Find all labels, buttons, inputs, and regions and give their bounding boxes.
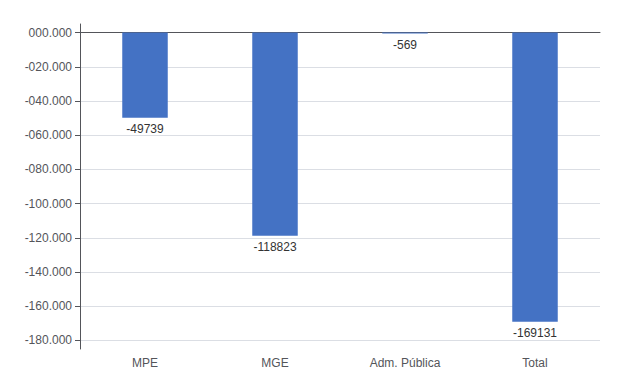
svg-text:-118823: -118823 (253, 240, 296, 254)
svg-text:MGE: MGE (261, 356, 288, 370)
svg-text:-040.000: -040.000 (25, 94, 73, 108)
svg-text:-49739: -49739 (126, 122, 164, 136)
svg-text:MPE: MPE (132, 356, 158, 370)
svg-text:Total: Total (522, 356, 547, 370)
svg-text:000.000: 000.000 (29, 26, 73, 40)
svg-text:-140.000: -140.000 (25, 265, 73, 279)
svg-text:-080.000: -080.000 (25, 162, 73, 176)
svg-text:-569: -569 (393, 38, 417, 52)
svg-text:-100.000: -100.000 (25, 197, 73, 211)
svg-text:-020.000: -020.000 (25, 60, 73, 74)
svg-text:-120.000: -120.000 (25, 231, 73, 245)
svg-text:-180.000: -180.000 (25, 333, 73, 347)
svg-text:-060.000: -060.000 (25, 128, 73, 142)
svg-text:-160.000: -160.000 (25, 299, 73, 313)
svg-text:Adm. Pública: Adm. Pública (370, 356, 441, 370)
svg-text:-169131: -169131 (513, 326, 557, 340)
